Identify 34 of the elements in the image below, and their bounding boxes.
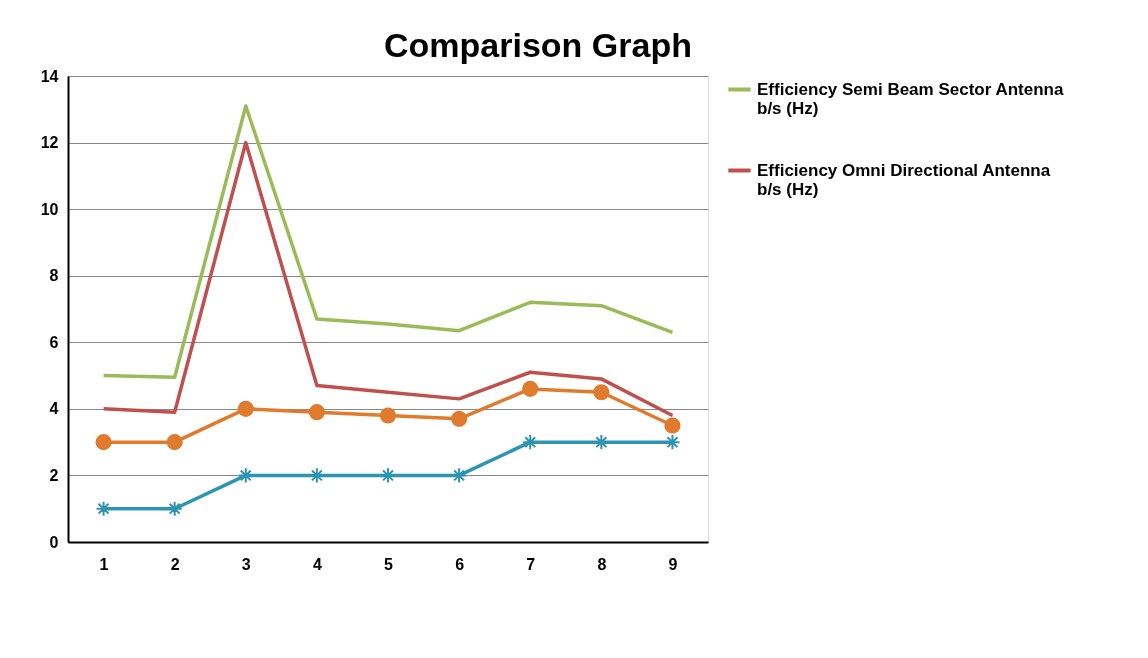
x-tick-label: 6: [455, 555, 465, 573]
x-tick-label: 9: [668, 555, 678, 573]
point: [664, 434, 681, 451]
line-series: [101, 104, 675, 379]
point: [379, 407, 397, 424]
point: [451, 467, 468, 484]
x-tick-label: 3: [241, 555, 251, 573]
x-tick-label: 7: [526, 555, 536, 573]
x-tick-label: 4: [312, 555, 322, 573]
point: [237, 400, 254, 417]
y-tick-label: 0: [49, 533, 59, 551]
y-tick-label: 6: [49, 333, 59, 351]
y-tick-label: 4: [49, 400, 59, 418]
point: [237, 467, 254, 484]
x-tick-label: 1: [99, 555, 109, 573]
x-tick-label: 5: [384, 555, 394, 573]
y-tick-label: 14: [40, 67, 59, 85]
y-tick-label: 2: [49, 466, 59, 484]
y-tick-label: 10: [40, 200, 59, 218]
x-tick-label: 2: [170, 555, 180, 573]
legend-label: Efficiency Semi Beam Sector Antenna b/s (Hz): [757, 79, 1064, 118]
point: [451, 410, 468, 427]
point: [308, 404, 325, 421]
legend-label: Efficiency Omni Directional Antenna b/s (Hz): [757, 160, 1051, 199]
point: [166, 434, 183, 451]
point: [95, 500, 112, 517]
y-tick-label: 12: [40, 134, 59, 152]
point: [522, 380, 539, 397]
chart-title: Comparison Graph: [384, 26, 692, 64]
y-tick-label: 8: [49, 267, 59, 285]
point: [593, 384, 610, 401]
x-tick-label: 8: [597, 555, 607, 573]
point: [95, 434, 112, 451]
point: [664, 417, 681, 434]
